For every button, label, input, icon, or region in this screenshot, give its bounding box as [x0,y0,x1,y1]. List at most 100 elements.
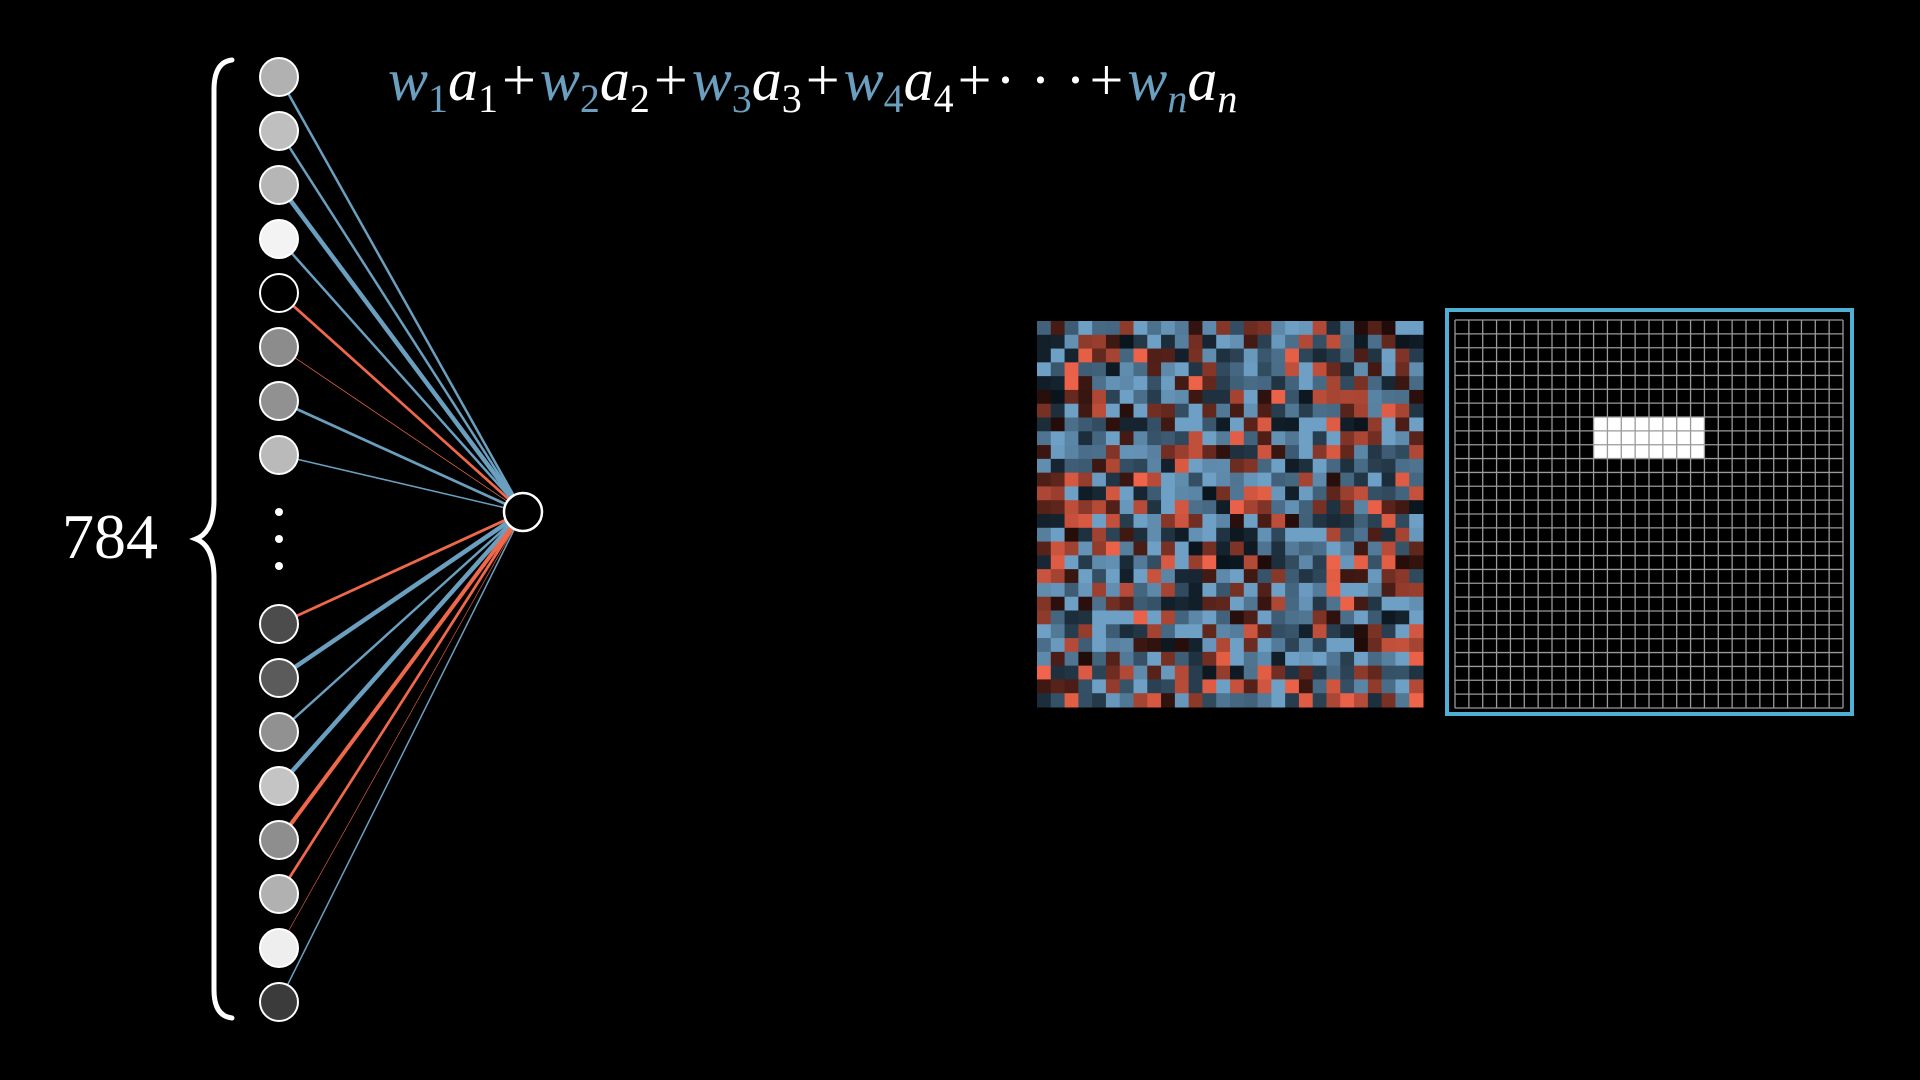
weight-cell [1050,514,1066,529]
weight-cell [1312,693,1327,708]
weight-cell [1409,638,1424,653]
weight-cell [1326,610,1341,625]
weight-cell [1202,389,1217,405]
weight-cell [1367,541,1383,556]
weight-cell [1050,403,1066,418]
weight-cell [1312,514,1327,529]
weight-cell [1092,679,1107,694]
weight-cell [1133,362,1148,377]
weight-cell [1078,445,1093,460]
weight-cell [1174,693,1190,708]
weight-cell [1381,445,1396,460]
weight-cell [1409,693,1424,708]
weight-cell [1092,486,1107,501]
weight-cell [1381,403,1396,418]
weight-cell [1037,321,1052,336]
weight-cell [1395,348,1410,363]
weight-cell [1326,514,1341,529]
weight-cell [1243,472,1259,487]
weight-cell [1161,417,1176,432]
dot [275,535,283,543]
weight-cell [1312,582,1327,598]
weight-cell [1257,569,1272,584]
weight-cell [1188,500,1203,515]
weight-cell [1381,362,1396,377]
weight-cell [1354,514,1369,529]
weight-cell [1133,486,1148,501]
weight-edge [278,291,524,514]
weight-cell [1326,486,1341,501]
weight-cell [1147,403,1162,418]
weight-cell [1202,624,1217,639]
weight-cell [1174,472,1190,487]
weight-cell [1174,389,1190,405]
weight-cell [1257,610,1272,625]
weight-cell [1050,693,1066,708]
weight-cell [1064,624,1079,639]
weight-cell [1230,596,1245,611]
weight-cell [1092,431,1107,446]
weight-cell [1409,679,1424,694]
weight-cell [1064,417,1079,432]
weight-cell [1271,555,1286,570]
weight-cell [1064,486,1079,501]
weight-cell [1202,431,1217,446]
weight-cell [1354,389,1369,405]
weight-cell [1340,486,1355,501]
weight-cell [1105,596,1121,611]
weight-cell [1298,624,1314,639]
weight-cell [1271,596,1286,611]
plus: + [502,47,536,113]
weight-cell [1216,555,1231,570]
weight-cell [1257,348,1272,363]
weight-cell [1271,334,1286,350]
weight-cell [1078,555,1093,570]
weight-cell [1285,362,1300,377]
weight-cell [1381,569,1396,584]
weight-cell [1119,348,1134,363]
weight-cell [1119,500,1134,515]
weight-cell [1271,527,1286,543]
weight-cell [1133,569,1148,584]
weight-cell [1216,638,1231,653]
weight-cell [1285,376,1300,391]
weight-cell [1230,486,1245,501]
weight-cell [1367,348,1383,363]
weight-cell [1119,403,1134,418]
weight-cell [1037,541,1052,556]
weight-cell [1147,582,1162,598]
weight-cell [1340,389,1355,405]
weight-cell [1161,445,1176,460]
weight-cell [1298,458,1314,474]
weight-cell [1105,389,1121,405]
weight-cell [1188,610,1203,625]
weight-cell [1188,638,1203,653]
weight-cell [1271,445,1286,460]
weight-cell [1298,389,1314,405]
weight-cell [1340,500,1355,515]
weight-cell [1037,458,1052,474]
weight-cell [1147,596,1162,611]
weight-cell [1340,624,1355,639]
weight-cell [1064,321,1079,336]
weight-cell [1037,569,1052,584]
weight-cell [1230,348,1245,363]
weight-cell [1050,527,1066,543]
weight-cell [1092,321,1107,336]
weight-cell [1409,376,1424,391]
weight-cell [1105,431,1121,446]
weight-cell [1340,431,1355,446]
weight-heatmap [1037,321,1424,708]
weight-cell [1133,514,1148,529]
weight-cell [1050,500,1066,515]
weight-cell [1409,321,1424,336]
weight-cell [1216,624,1231,639]
weight-cell [1354,651,1369,667]
weight-cell [1257,472,1272,487]
weight-cell [1230,417,1245,432]
weight-cell [1105,555,1121,570]
weight-cell [1257,362,1272,377]
weight-cell [1285,472,1300,487]
weight-cell [1409,348,1424,363]
